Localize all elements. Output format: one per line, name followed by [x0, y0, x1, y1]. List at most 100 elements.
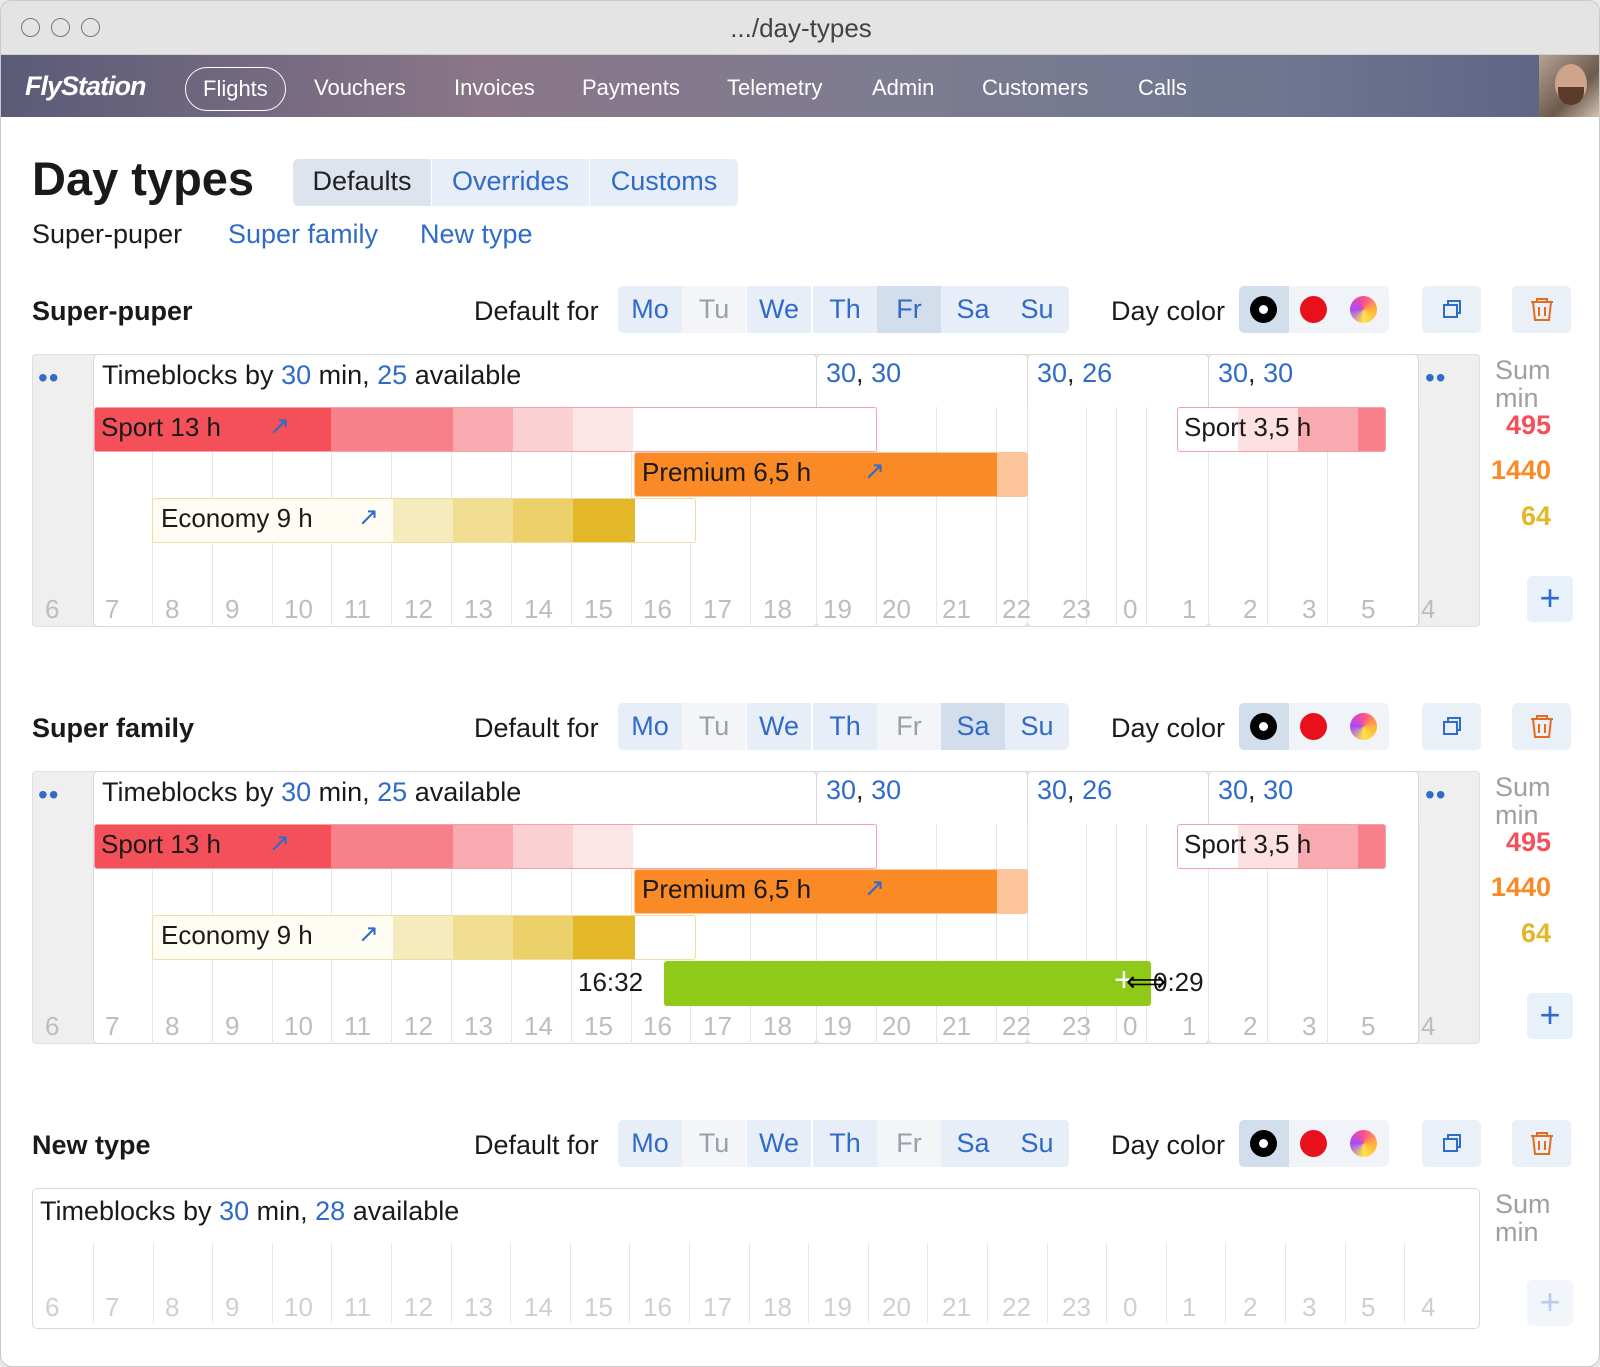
day-toggle-su[interactable]: Su [1005, 1120, 1069, 1167]
nav-calls[interactable]: Calls [1138, 75, 1187, 100]
tab-defaults[interactable]: Defaults [293, 159, 431, 206]
color-red-swatch[interactable] [1289, 286, 1339, 333]
hour-label: 20 [882, 1292, 911, 1322]
copy-button[interactable] [1422, 1120, 1481, 1167]
open-arrow-icon[interactable]: ↗ [269, 412, 290, 440]
hour-label: 14 [524, 594, 553, 624]
nav-admin[interactable]: Admin [872, 75, 935, 100]
open-arrow-icon[interactable]: ↗ [358, 920, 379, 948]
color-gradient-swatch[interactable] [1339, 703, 1389, 750]
user-avatar[interactable] [1539, 55, 1599, 117]
type-link-new-type[interactable]: New type [420, 219, 533, 249]
expand-left-handle[interactable]: •• [38, 779, 60, 810]
nav-flights[interactable]: Flights [185, 67, 286, 111]
drag-end-time: 0:29 [1153, 967, 1204, 997]
hour-label: 23 [1062, 1292, 1091, 1322]
hour-label: 7 [105, 1011, 120, 1041]
timeline-block-4 [1208, 771, 1419, 1044]
add-block-button[interactable]: + [1527, 993, 1573, 1039]
open-arrow-icon[interactable]: ↗ [358, 503, 379, 531]
day-toggle-we[interactable]: We [747, 703, 811, 750]
day-toggle-tu[interactable]: Tu [682, 703, 746, 750]
flystation-logo[interactable]: FlyStation [25, 71, 147, 101]
hour-label: 6 [45, 594, 60, 624]
sum-sport: 495 [1505, 410, 1551, 440]
day-toggle-mo[interactable]: Mo [618, 286, 682, 333]
grid-line [1344, 1243, 1346, 1323]
type-link-super-puper[interactable]: Super-puper [32, 219, 183, 249]
bar-sport-2[interactable] [1177, 824, 1386, 869]
open-arrow-icon[interactable]: ↗ [864, 457, 885, 485]
delete-button[interactable] [1512, 703, 1571, 750]
delete-button[interactable] [1512, 286, 1571, 333]
day-color-picker[interactable] [1239, 1120, 1389, 1167]
color-black-swatch[interactable] [1239, 703, 1289, 750]
zoom-window-button[interactable] [81, 18, 100, 37]
add-block-button[interactable]: + [1527, 1280, 1573, 1326]
day-toggle-fr[interactable]: Fr [877, 703, 941, 750]
color-red-swatch[interactable] [1289, 1120, 1339, 1167]
day-toggle-we[interactable]: We [747, 286, 811, 333]
day-toggle-th[interactable]: Th [813, 286, 877, 333]
tab-customs[interactable]: Customs [590, 159, 738, 206]
hour-label: 12 [404, 594, 433, 624]
day-toggle-fr[interactable]: Fr [877, 1120, 941, 1167]
grid-line [748, 1243, 750, 1323]
bar-sport[interactable] [94, 824, 877, 869]
sum-sport: 495 [1505, 827, 1551, 857]
hour-label: 19 [823, 1292, 852, 1322]
day-toggle-mo[interactable]: Mo [618, 1120, 682, 1167]
open-arrow-icon[interactable]: ↗ [269, 829, 290, 857]
expand-right-handle[interactable]: •• [1425, 779, 1447, 810]
day-toggle-su[interactable]: Su [1005, 286, 1069, 333]
drag-new-block[interactable] [664, 961, 1151, 1006]
hour-label: 5 [1361, 1011, 1376, 1041]
expand-right-handle[interactable]: •• [1425, 362, 1447, 393]
tab-overrides[interactable]: Overrides [432, 159, 589, 206]
color-red-swatch[interactable] [1289, 703, 1339, 750]
window-title: .../day-types [730, 13, 872, 43]
expand-left-handle[interactable]: •• [38, 362, 60, 393]
sum-label: Sum [1495, 355, 1551, 385]
bar-premium[interactable] [634, 452, 1028, 497]
close-window-button[interactable] [21, 18, 40, 37]
day-toggle-sa[interactable]: Sa [941, 703, 1005, 750]
bar-economy[interactable] [152, 498, 696, 543]
bar-sport-2[interactable] [1177, 407, 1386, 452]
day-toggle-su[interactable]: Su [1005, 703, 1069, 750]
timeblocks-header: Timeblocks by 30 min, 25 available [102, 360, 521, 391]
color-black-swatch[interactable] [1239, 286, 1289, 333]
day-toggle-mo[interactable]: Mo [618, 703, 682, 750]
nav-vouchers[interactable]: Vouchers [314, 75, 406, 100]
day-color-picker[interactable] [1239, 286, 1389, 333]
color-gradient-swatch[interactable] [1339, 286, 1389, 333]
hour-label: 9 [225, 594, 240, 624]
nav-telemetry[interactable]: Telemetry [727, 75, 823, 100]
hour-label: 11 [344, 1011, 371, 1041]
minimize-window-button[interactable] [51, 18, 70, 37]
day-toggle-tu[interactable]: Tu [682, 1120, 746, 1167]
day-toggle-we[interactable]: We [747, 1120, 811, 1167]
bar-sport[interactable] [94, 407, 877, 452]
day-toggle-th[interactable]: Th [813, 1120, 877, 1167]
day-toggle-th[interactable]: Th [813, 703, 877, 750]
day-toggle-sa[interactable]: Sa [941, 1120, 1005, 1167]
open-arrow-icon[interactable]: ↗ [864, 874, 885, 902]
delete-button[interactable] [1512, 1120, 1571, 1167]
nav-invoices[interactable]: Invoices [454, 75, 535, 100]
copy-button[interactable] [1422, 703, 1481, 750]
copy-button[interactable] [1422, 286, 1481, 333]
nav-payments[interactable]: Payments [582, 75, 680, 100]
add-block-button[interactable]: + [1527, 576, 1573, 622]
color-black-swatch[interactable] [1239, 1120, 1289, 1167]
nav-customers[interactable]: Customers [982, 75, 1089, 100]
day-toggle-fr[interactable]: Fr [877, 286, 941, 333]
day-color-picker[interactable] [1239, 703, 1389, 750]
color-gradient-swatch[interactable] [1339, 1120, 1389, 1167]
min-label: min [1495, 1217, 1539, 1247]
day-toggle-tu[interactable]: Tu [682, 286, 746, 333]
bar-premium[interactable] [634, 869, 1028, 914]
bar-economy[interactable] [152, 915, 696, 960]
type-link-super-family[interactable]: Super family [228, 219, 379, 249]
day-toggle-sa[interactable]: Sa [941, 286, 1005, 333]
